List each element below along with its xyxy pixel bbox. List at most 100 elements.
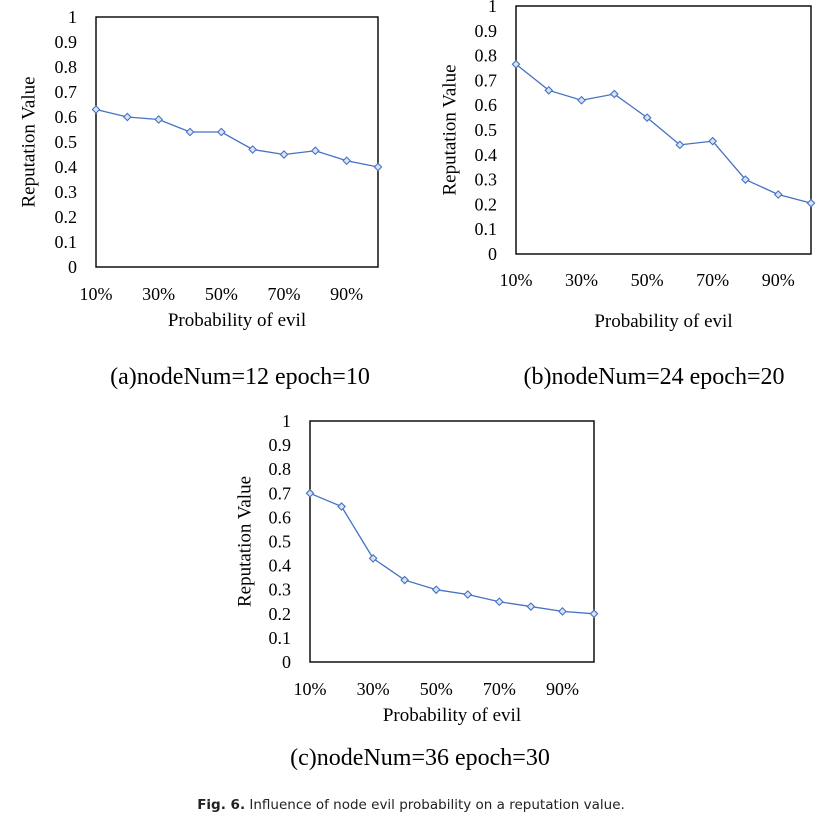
x-tick-label: 70% — [483, 679, 516, 699]
y-tick-label: 0.1 — [475, 219, 498, 239]
x-tick-label: 10% — [500, 270, 533, 290]
series-line — [515, 63, 812, 204]
data-point-marker — [279, 150, 289, 159]
data-point-marker — [431, 585, 441, 595]
y-tick-label: 0.4 — [475, 145, 498, 165]
y-tick-label: 0.6 — [269, 507, 292, 527]
y-tick-label: 0.1 — [269, 628, 292, 648]
chart-panel-c: 0 0.1 0.2 0.3 0.4 0.5 0.6 0.7 0.8 0.9 1 10% 30% 50% 70… — [234, 411, 599, 771]
y-tick-label: 0.2 — [55, 207, 78, 227]
figure-caption: Fig. 6. Influence of node evil probabili… — [0, 797, 822, 813]
data-point-marker — [526, 602, 536, 611]
data-point-marker — [122, 112, 132, 122]
x-tick-label: 30% — [142, 284, 175, 304]
data-point-marker — [154, 115, 164, 124]
plot-frame — [309, 420, 595, 663]
y-tick-label: 0 — [282, 652, 291, 672]
x-axis-title: Probability of evil — [594, 311, 732, 332]
subcaption: (a)nodeNum=12 epoch=10 — [110, 364, 370, 390]
data-point-marker — [400, 575, 410, 585]
data-point-marker — [463, 590, 473, 599]
y-tick-label: 0.3 — [269, 580, 292, 600]
y-tick-label: 0.3 — [475, 170, 498, 190]
y-tick-label: 0.6 — [55, 107, 78, 127]
y-tick-label: 0.7 — [55, 82, 78, 102]
x-tick-label: 10% — [80, 284, 113, 304]
data-point-marker — [248, 145, 258, 154]
y-tick-label: 0.3 — [55, 182, 78, 202]
x-axis-title: Probability of evil — [168, 310, 306, 331]
y-tick-label: 0.7 — [475, 70, 498, 90]
data-point-marker — [806, 198, 816, 208]
data-point-marker — [342, 156, 352, 166]
y-tick-label: 1 — [68, 7, 77, 27]
x-tick-label: 50% — [631, 270, 664, 290]
data-point-marker — [91, 105, 101, 114]
data-point-marker — [494, 597, 504, 607]
data-point-marker — [544, 85, 554, 95]
data-point-marker — [185, 127, 195, 137]
data-point-marker — [511, 59, 521, 69]
x-tick-label: 90% — [330, 284, 363, 304]
data-point-marker — [337, 502, 346, 511]
y-tick-label: 0.7 — [269, 483, 292, 503]
data-point-marker — [305, 488, 315, 498]
data-point-marker — [216, 127, 226, 137]
data-point-marker — [675, 140, 685, 150]
series-line — [95, 108, 379, 168]
figure-caption-text: Influence of node evil probability on a … — [249, 797, 625, 813]
data-point-marker — [773, 190, 783, 199]
data-point-marker — [310, 146, 320, 156]
subcaption: (c)nodeNum=36 epoch=30 — [290, 745, 550, 771]
y-tick-label: 0 — [68, 257, 77, 277]
x-tick-label: 90% — [546, 679, 579, 699]
subcaption: (b)nodeNum=24 epoch=20 — [523, 364, 784, 390]
data-point-marker — [642, 113, 652, 122]
y-tick-label: 0.8 — [55, 57, 78, 77]
y-tick-label: 0.9 — [55, 32, 78, 52]
data-point-marker — [577, 95, 586, 105]
data-point-marker — [558, 607, 567, 616]
x-tick-label: 10% — [294, 679, 327, 699]
y-tick-label: 0.5 — [475, 120, 498, 140]
data-point-marker — [609, 89, 619, 99]
plot-frame — [95, 16, 379, 268]
data-point-marker — [708, 136, 718, 146]
y-tick-label: 0.5 — [269, 532, 292, 552]
y-axis-title: Reputation Value — [439, 64, 460, 195]
y-tick-label: 0.5 — [55, 132, 78, 152]
x-tick-label: 50% — [205, 284, 238, 304]
y-axis-title: Reputation Value — [234, 476, 255, 607]
chart-panel-a: 0 0.1 0.2 0.3 0.4 0.5 0.6 0.7 0.8 0.9 1 10% 30% 50% 70… — [18, 7, 383, 390]
y-tick-label: 0.2 — [475, 194, 498, 214]
y-axis-title: Reputation Value — [18, 76, 39, 207]
y-tick-label: 0.8 — [269, 459, 292, 479]
y-tick-label: 0.8 — [475, 46, 498, 66]
x-axis-title: Probability of evil — [383, 705, 521, 726]
chart-panel-b: 0 0.1 0.2 0.3 0.4 0.5 0.6 0.7 0.8 0.9 1 10% 30% 50% 70… — [439, 0, 816, 390]
figure-caption-label: Fig. 6. — [197, 797, 246, 813]
y-tick-label: 0.2 — [269, 604, 292, 624]
data-point-marker — [589, 609, 599, 619]
x-tick-label: 50% — [420, 679, 453, 699]
y-tick-label: 0.1 — [55, 232, 78, 252]
y-tick-label: 1 — [488, 0, 497, 16]
data-point-marker — [373, 162, 383, 172]
y-tick-label: 0 — [488, 244, 497, 264]
data-point-marker — [368, 553, 378, 563]
y-tick-label: 0.6 — [475, 95, 498, 115]
y-tick-label: 0.9 — [475, 21, 498, 41]
x-tick-label: 30% — [357, 679, 390, 699]
x-tick-label: 70% — [268, 284, 301, 304]
series-line — [309, 492, 595, 615]
x-tick-label: 30% — [565, 270, 598, 290]
y-tick-label: 0.9 — [269, 435, 292, 455]
plot-frame — [515, 5, 812, 255]
y-tick-label: 1 — [282, 411, 291, 431]
x-tick-label: 90% — [762, 270, 795, 290]
x-tick-label: 70% — [696, 270, 729, 290]
data-point-marker — [741, 175, 750, 184]
y-tick-label: 0.4 — [269, 556, 292, 576]
y-tick-label: 0.4 — [55, 157, 78, 177]
